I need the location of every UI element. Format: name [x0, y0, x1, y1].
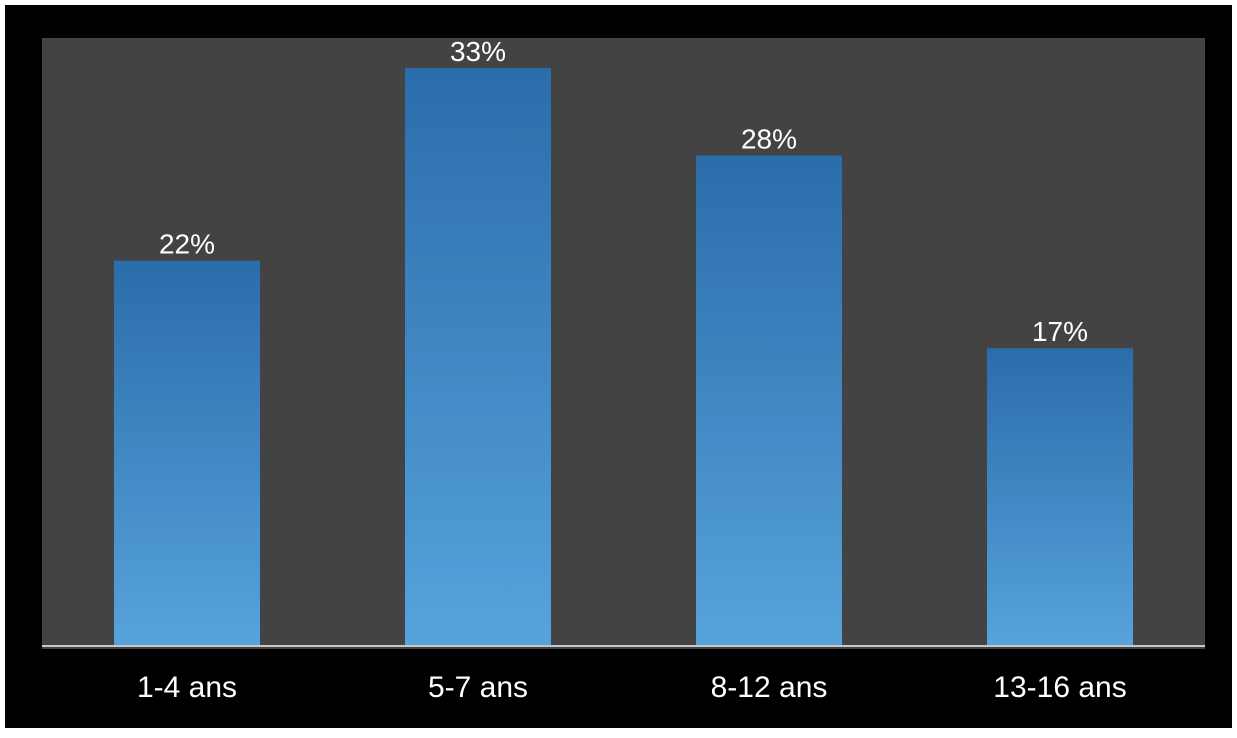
chart-frame: 22% 33% 28% 17% 1-4 ans 5-7 ans 8-12 ans 13-16… — [5, 5, 1232, 728]
value-label: 22% — [159, 229, 215, 260]
value-label: 28% — [741, 124, 797, 155]
category-label: 8-12 ans — [711, 671, 828, 704]
value-label: 17% — [1032, 316, 1088, 347]
category-label: 13-16 ans — [993, 671, 1126, 704]
bars-group — [114, 68, 1133, 647]
bar-8-12-ans — [696, 155, 842, 647]
category-label: 5-7 ans — [428, 671, 528, 704]
value-labels-group: 22% 33% 28% 17% — [159, 36, 1088, 347]
category-labels-group: 1-4 ans 5-7 ans 8-12 ans 13-16 ans — [137, 671, 1127, 704]
bar-1-4-ans — [114, 260, 260, 646]
bar-chart: 22% 33% 28% 17% 1-4 ans 5-7 ans 8-12 ans 13-16… — [42, 36, 1205, 704]
bar-5-7-ans — [405, 68, 551, 646]
category-label: 1-4 ans — [137, 671, 237, 704]
value-label: 33% — [450, 36, 506, 67]
bar-13-16-ans — [987, 348, 1133, 646]
